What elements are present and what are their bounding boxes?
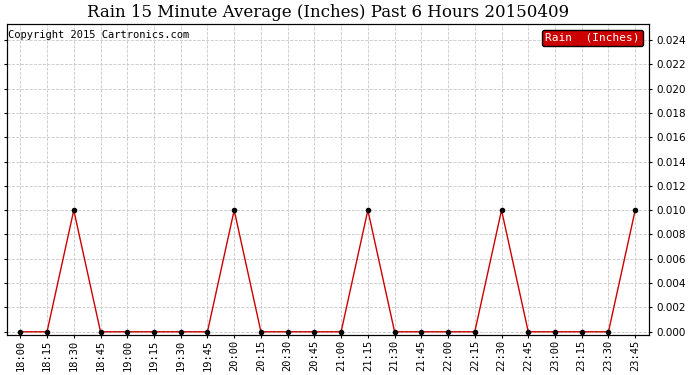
Rain  (Inches) (444, 330, 452, 334)
Rain  (Inches) (497, 208, 506, 212)
Rain  (Inches) (97, 330, 105, 334)
Rain  (Inches) (417, 330, 426, 334)
Rain  (Inches) (471, 330, 479, 334)
Rain  (Inches) (43, 330, 51, 334)
Legend: Rain  (Inches): Rain (Inches) (542, 30, 643, 46)
Rain  (Inches) (204, 330, 212, 334)
Rain  (Inches) (230, 208, 238, 212)
Rain  (Inches) (578, 330, 586, 334)
Title: Rain 15 Minute Average (Inches) Past 6 Hours 20150409: Rain 15 Minute Average (Inches) Past 6 H… (87, 4, 569, 21)
Rain  (Inches) (16, 330, 24, 334)
Rain  (Inches) (284, 330, 292, 334)
Rain  (Inches) (524, 330, 533, 334)
Text: Copyright 2015 Cartronics.com: Copyright 2015 Cartronics.com (8, 30, 190, 40)
Rain  (Inches) (310, 330, 319, 334)
Rain  (Inches) (551, 330, 559, 334)
Rain  (Inches) (70, 208, 78, 212)
Rain  (Inches) (364, 208, 372, 212)
Rain  (Inches) (150, 330, 158, 334)
Rain  (Inches) (391, 330, 399, 334)
Rain  (Inches) (604, 330, 613, 334)
Rain  (Inches) (177, 330, 185, 334)
Rain  (Inches) (631, 208, 640, 212)
Rain  (Inches) (123, 330, 131, 334)
Rain  (Inches) (337, 330, 345, 334)
Rain  (Inches) (257, 330, 265, 334)
Line: Rain  (Inches): Rain (Inches) (18, 208, 638, 334)
